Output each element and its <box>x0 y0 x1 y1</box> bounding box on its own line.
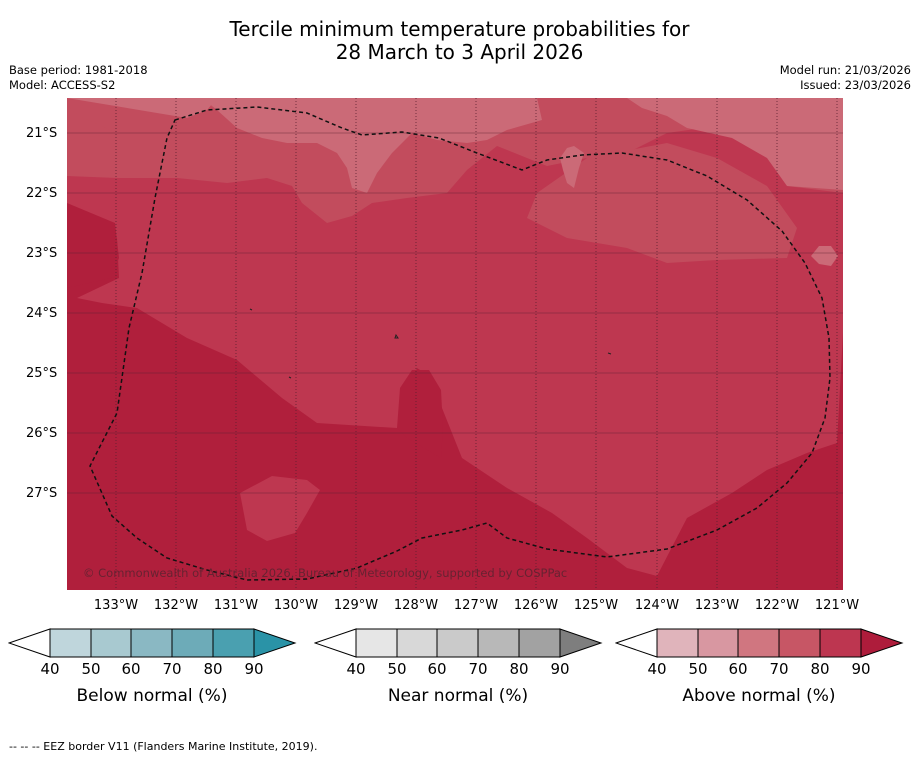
colorbar-segment <box>130 628 173 658</box>
lon-label: 125°W <box>573 598 619 613</box>
colorbar-segment <box>90 628 132 658</box>
region-60pct-ne <box>627 98 843 190</box>
colorbar-above <box>615 628 904 658</box>
base-period: Base period: 1981-2018 <box>9 63 148 77</box>
lat-label: 24°S <box>26 306 58 321</box>
region-60pct-spot <box>560 146 584 188</box>
lat-label: 25°S <box>26 366 58 381</box>
colorbar-title: Below normal (%) <box>76 686 228 706</box>
colorbar-tick: 50 <box>81 660 101 678</box>
colorbar-segment <box>212 628 255 658</box>
island-marker <box>249 308 253 311</box>
colorbar-tick: 40 <box>647 660 667 678</box>
probability-map[interactable] <box>67 98 843 590</box>
colorbar-tick: 90 <box>550 660 570 678</box>
colorbar-title: Near normal (%) <box>387 686 529 706</box>
colorbar-segment <box>656 628 699 658</box>
colorbar-tick: 80 <box>509 660 529 678</box>
island-marker <box>288 376 292 379</box>
meta-right: Model run: 21/03/2026 Issued: 23/03/2026 <box>780 63 911 93</box>
map-title: Tercile minimum temperature probabilitie… <box>0 18 919 64</box>
colorbar-segment <box>778 628 821 658</box>
lon-label: 128°W <box>393 598 439 613</box>
colorbar-segment <box>49 628 92 658</box>
region-60pct-west <box>67 106 117 140</box>
region-80pct-south <box>240 476 320 541</box>
issued-date: Issued: 23/03/2026 <box>800 78 911 92</box>
title-line-1: Tercile minimum temperature probabilitie… <box>229 17 690 41</box>
colorbar-segment <box>396 628 438 658</box>
colorbar-segment <box>697 628 739 658</box>
lon-label: 122°W <box>754 598 800 613</box>
region-90pct-bulge <box>397 370 443 458</box>
islands <box>249 308 612 379</box>
colorbar-tick: 60 <box>728 660 748 678</box>
lat-label: 27°S <box>26 486 58 501</box>
lon-label: 133°W <box>93 598 139 613</box>
colorbar-tick: 80 <box>810 660 830 678</box>
lat-label: 23°S <box>26 246 58 261</box>
colorbar-segment <box>436 628 479 658</box>
island-marker <box>607 352 612 355</box>
colorbar-segment <box>737 628 780 658</box>
colorbar-extend-high <box>253 628 297 658</box>
copyright-notice: © Commonwealth of Australia 2026, Bureau… <box>83 566 568 580</box>
colorbar-tick: 40 <box>346 660 366 678</box>
colorbar-segment <box>819 628 862 658</box>
colorbar-segment <box>171 628 214 658</box>
lon-label: 129°W <box>333 598 379 613</box>
lon-label: 127°W <box>453 598 499 613</box>
lat-label: 26°S <box>26 426 58 441</box>
colorbar-tick: 90 <box>244 660 264 678</box>
model-name: Model: ACCESS-S2 <box>9 78 116 92</box>
lon-label: 121°W <box>814 598 860 613</box>
lat-label: 21°S <box>26 126 58 141</box>
eez-border <box>89 106 831 581</box>
colorbar-tick: 70 <box>162 660 182 678</box>
colorbar-tick: 60 <box>121 660 141 678</box>
colorbar-tick: 60 <box>427 660 447 678</box>
colorbar-extend-high <box>860 628 904 658</box>
colorbar-extend-high <box>559 628 603 658</box>
lon-label: 126°W <box>513 598 559 613</box>
island-marker <box>394 333 399 339</box>
lon-label: 132°W <box>153 598 199 613</box>
colorbar-tick: 80 <box>203 660 223 678</box>
lon-label: 131°W <box>213 598 259 613</box>
map-canvas <box>67 98 843 590</box>
colorbar-extend-low <box>8 628 51 658</box>
colorbar-tick: 50 <box>688 660 708 678</box>
region-70pct-east <box>527 143 797 263</box>
colorbar-below <box>8 628 297 658</box>
colorbar-segment <box>355 628 398 658</box>
colorbar-extend-low <box>314 628 357 658</box>
colorbar-segment <box>477 628 520 658</box>
colorbar-segment <box>518 628 561 658</box>
lon-label: 130°W <box>273 598 319 613</box>
region-60pct-east-spot <box>811 246 838 266</box>
colorbar-tick: 40 <box>40 660 60 678</box>
colorbar-title: Above normal (%) <box>682 686 836 706</box>
region-90pct-inner <box>67 203 119 288</box>
lon-label: 124°W <box>634 598 680 613</box>
colorbar-near <box>314 628 603 658</box>
colorbar-extend-low <box>615 628 658 658</box>
model-run: Model run: 21/03/2026 <box>779 63 911 77</box>
eez-footnote: -- -- -- EEZ border V11 (Flanders Marine… <box>9 740 318 753</box>
colorbar-tick: 90 <box>851 660 871 678</box>
colorbar-tick: 50 <box>387 660 407 678</box>
lat-label: 22°S <box>26 186 58 201</box>
meta-left: Base period: 1981-2018 Model: ACCESS-S2 <box>9 63 148 93</box>
colorbar-tick: 70 <box>769 660 789 678</box>
lon-label: 123°W <box>694 598 740 613</box>
title-line-2: 28 March to 3 April 2026 <box>335 40 584 64</box>
map-grid <box>67 98 843 590</box>
region-60pct <box>67 98 542 193</box>
colorbar-tick: 70 <box>468 660 488 678</box>
